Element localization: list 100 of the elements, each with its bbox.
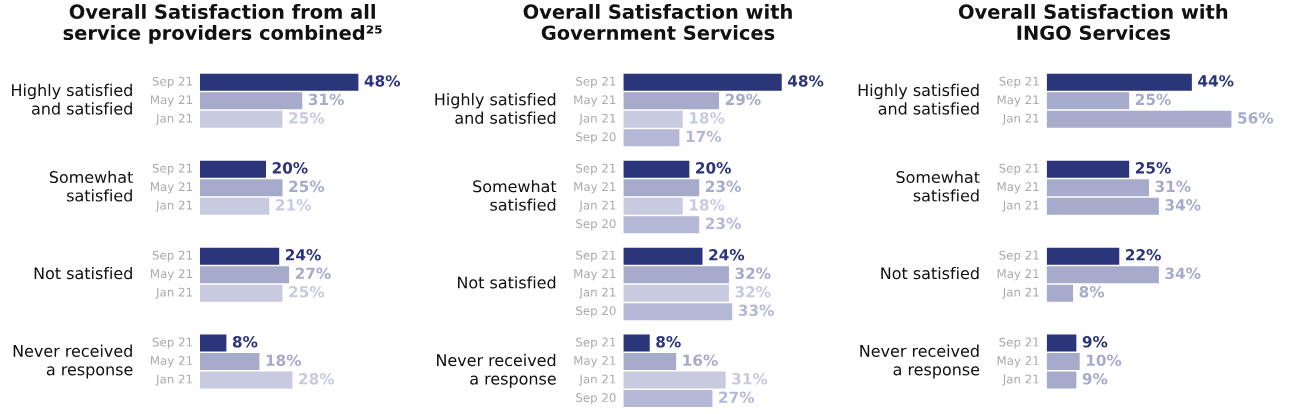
text: May 21 xyxy=(574,356,616,368)
bar xyxy=(623,390,713,408)
y-tick-label: Highly satisfied and satisfied xyxy=(12,83,132,115)
series-label: May 21 xyxy=(151,95,192,107)
data-label: 24% xyxy=(285,249,321,261)
data-label: 25% xyxy=(289,180,325,193)
bar xyxy=(1046,266,1159,284)
text: Sep 20 xyxy=(576,219,616,231)
bar xyxy=(623,353,677,371)
data-label: 8% xyxy=(1079,286,1105,298)
bar xyxy=(1046,334,1077,352)
series-label: Sep 21 xyxy=(999,76,1039,88)
series-label: Sep 21 xyxy=(576,76,616,88)
y-tick-label: Somewhat satisfied xyxy=(896,170,980,202)
text: Sep 20 xyxy=(576,393,616,405)
bar xyxy=(200,284,283,302)
bar xyxy=(623,179,700,197)
series-label: Jan 21 xyxy=(155,113,192,125)
bar xyxy=(623,73,782,91)
data-label: 27% xyxy=(719,391,755,404)
bar xyxy=(200,197,270,215)
text: May 21 xyxy=(574,182,616,194)
y-tick-label: Not satisfied xyxy=(458,276,556,289)
data-label: 17% xyxy=(686,130,722,143)
text: Sep 21 xyxy=(152,250,192,262)
data-label: 23% xyxy=(706,217,741,230)
data-label: 23% xyxy=(706,180,741,193)
bar xyxy=(623,216,700,234)
data-label: 34% xyxy=(1165,199,1201,211)
text: Jan 21 xyxy=(578,287,616,299)
data-label: 9% xyxy=(1082,335,1108,348)
data-label: 18% xyxy=(266,354,302,367)
bar xyxy=(1046,284,1074,302)
chart-title: Overall Satisfaction from all service providers combined²⁵ xyxy=(63,4,382,44)
data-label: 33% xyxy=(738,304,774,317)
series-label: Sep 21 xyxy=(152,76,192,88)
text: May 21 xyxy=(151,356,192,368)
series-label: Jan 21 xyxy=(578,113,616,125)
data-label: 56% xyxy=(1238,112,1274,124)
bar xyxy=(200,371,293,389)
data-label: 10% xyxy=(1086,354,1122,367)
text: Sep 21 xyxy=(576,250,616,262)
bar xyxy=(200,92,303,110)
data-label: 31% xyxy=(308,93,344,106)
data-label: 29% xyxy=(725,93,761,106)
text: Sep 21 xyxy=(999,163,1039,175)
bar xyxy=(1046,92,1130,110)
y-tick-label: Never received a response xyxy=(437,353,556,388)
bar xyxy=(623,334,650,352)
bar xyxy=(623,266,729,284)
y-tick-label: Never received a response xyxy=(13,344,133,379)
series-label: Sep 20 xyxy=(576,132,616,144)
bar xyxy=(1046,353,1080,371)
bar xyxy=(1046,179,1149,197)
series-label: Jan 21 xyxy=(1002,113,1039,125)
y-tick-label: Not satisfied xyxy=(34,266,132,280)
y-tick-label: Highly satisfied and satisfied xyxy=(435,93,556,124)
bar xyxy=(623,92,720,110)
bar xyxy=(200,179,283,197)
y-tick-label: Somewhat satisfied xyxy=(49,170,133,202)
bar xyxy=(623,160,690,178)
text: Sep 21 xyxy=(152,163,192,175)
text: Sep 21 xyxy=(576,337,616,349)
text: Jan 21 xyxy=(1002,374,1039,386)
text: Jan 21 xyxy=(155,287,192,299)
chart-title: Overall Satisfaction with Government Services xyxy=(523,4,792,41)
bar xyxy=(623,247,703,265)
text: Sep 21 xyxy=(576,163,616,175)
y-tick-label: Never received a response xyxy=(860,344,980,379)
text: May 21 xyxy=(997,182,1039,194)
text: Jan 21 xyxy=(1002,287,1039,299)
bar xyxy=(623,110,683,128)
text: May 21 xyxy=(151,182,192,194)
data-label: 25% xyxy=(1135,93,1171,106)
data-label: 44% xyxy=(1198,75,1234,87)
data-label: 32% xyxy=(735,267,771,280)
bar xyxy=(1046,197,1159,215)
bar xyxy=(200,247,280,265)
bar xyxy=(1046,371,1077,389)
chart-title: Overall Satisfaction with INGO Services xyxy=(958,4,1228,41)
text: Sep 21 xyxy=(999,250,1039,262)
bar xyxy=(623,197,683,215)
data-label: 34% xyxy=(1165,267,1201,280)
bar xyxy=(623,284,729,302)
bar xyxy=(200,73,359,91)
y-tick-label: Highly satisfied and satisfied xyxy=(858,83,979,115)
series-label: May 21 xyxy=(574,95,616,107)
data-label: 48% xyxy=(364,75,401,87)
data-label: 31% xyxy=(1155,180,1191,193)
text: Sep 21 xyxy=(152,337,192,349)
data-label: 24% xyxy=(709,249,745,261)
bar xyxy=(200,353,260,371)
text: May 21 xyxy=(574,269,616,281)
text: Sep 20 xyxy=(576,306,616,318)
text: May 21 xyxy=(997,269,1039,281)
y-tick-label: Somewhat satisfied xyxy=(473,179,557,211)
text: Sep 21 xyxy=(999,337,1039,349)
data-label: 48% xyxy=(787,75,824,87)
bar xyxy=(623,303,733,321)
text: Jan 21 xyxy=(155,374,192,386)
